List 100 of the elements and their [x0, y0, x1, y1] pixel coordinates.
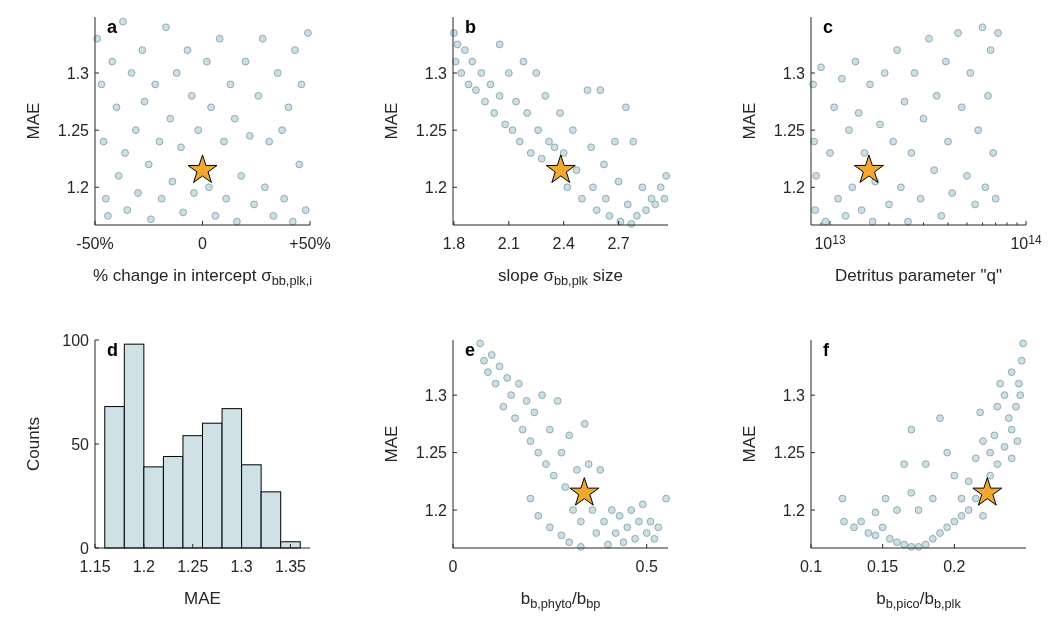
x-tick-label: 0.1	[799, 558, 823, 575]
point	[549, 471, 558, 480]
point	[826, 149, 834, 157]
x-tick-label: 0	[198, 235, 208, 252]
point	[950, 517, 959, 526]
point	[587, 143, 596, 152]
x-tick-label: 0.5	[635, 558, 658, 575]
point	[1007, 454, 1016, 463]
point	[871, 508, 880, 517]
point	[950, 471, 959, 480]
point	[538, 391, 546, 400]
point	[840, 517, 848, 526]
point	[604, 540, 612, 549]
point	[177, 143, 185, 152]
point	[928, 534, 937, 543]
point	[514, 379, 523, 388]
y-tick-label: 1.2	[66, 178, 90, 196]
point	[557, 531, 566, 540]
point	[507, 391, 516, 400]
point	[166, 114, 175, 123]
y-tick-label: 1.3	[782, 386, 806, 404]
point	[889, 137, 898, 146]
point	[288, 217, 297, 226]
point	[542, 460, 550, 469]
point	[854, 109, 863, 117]
point	[147, 215, 155, 224]
point	[817, 63, 825, 72]
point	[596, 465, 605, 474]
point	[596, 86, 605, 95]
point	[885, 534, 894, 543]
point	[301, 206, 310, 215]
point	[622, 103, 630, 112]
point	[226, 80, 235, 89]
point	[526, 149, 535, 157]
point	[864, 529, 873, 537]
x-axis-title: b$_{b,phyto}$/b$_{bp}$	[520, 589, 601, 611]
point	[519, 57, 528, 66]
point	[545, 154, 576, 183]
point	[662, 171, 671, 180]
point	[957, 103, 966, 112]
point	[222, 194, 231, 203]
y-tick-label: 1.25	[415, 444, 448, 462]
x-tick-label: 0.2	[943, 558, 966, 575]
point	[1004, 414, 1013, 423]
point	[187, 154, 218, 183]
chart-title: f	[823, 340, 830, 360]
point	[592, 206, 601, 215]
point	[138, 46, 147, 55]
point	[984, 91, 992, 100]
point	[515, 137, 524, 146]
point	[605, 211, 614, 220]
point	[914, 506, 923, 514]
point	[601, 194, 610, 203]
point	[943, 448, 952, 457]
point	[611, 137, 619, 146]
point	[144, 160, 153, 169]
point	[930, 166, 939, 175]
x-axis-title: Detritus parameter "q"	[834, 266, 1003, 285]
y-axis-title: MAE	[740, 102, 759, 140]
point	[837, 74, 846, 83]
point	[468, 57, 477, 66]
point	[830, 103, 839, 112]
point	[104, 211, 112, 220]
point	[291, 46, 299, 55]
point	[526, 437, 535, 446]
point	[495, 40, 504, 49]
point	[522, 397, 531, 405]
point	[486, 80, 495, 89]
x-axis-title: % change in intercept σ$_{bb,plk,i}$	[92, 266, 313, 288]
y-axis-title: MAE	[382, 102, 401, 140]
point	[986, 46, 995, 55]
x-tick-label: 2.7	[607, 235, 630, 252]
point	[97, 80, 106, 89]
point	[258, 34, 267, 43]
point	[168, 177, 177, 186]
point	[568, 126, 577, 135]
point	[155, 137, 164, 146]
point	[638, 183, 647, 192]
point	[845, 126, 853, 135]
y-axis-title: MAE	[740, 425, 759, 463]
point	[220, 137, 228, 146]
point	[660, 194, 669, 203]
x-tick-label: 1.35	[274, 558, 307, 575]
point	[265, 137, 274, 146]
y-tick-label: 1.2	[782, 501, 806, 519]
point	[904, 217, 912, 226]
point	[1007, 368, 1016, 377]
point	[471, 86, 480, 95]
point	[230, 114, 239, 123]
point	[916, 194, 925, 203]
point	[512, 97, 521, 106]
point	[578, 194, 586, 203]
y-tick-label: 1.25	[773, 121, 806, 139]
point	[993, 460, 1002, 469]
y-tick-label: 50	[71, 435, 90, 453]
point	[499, 402, 508, 411]
point	[250, 200, 258, 209]
point	[284, 103, 293, 112]
point	[557, 448, 566, 457]
point	[857, 517, 866, 526]
